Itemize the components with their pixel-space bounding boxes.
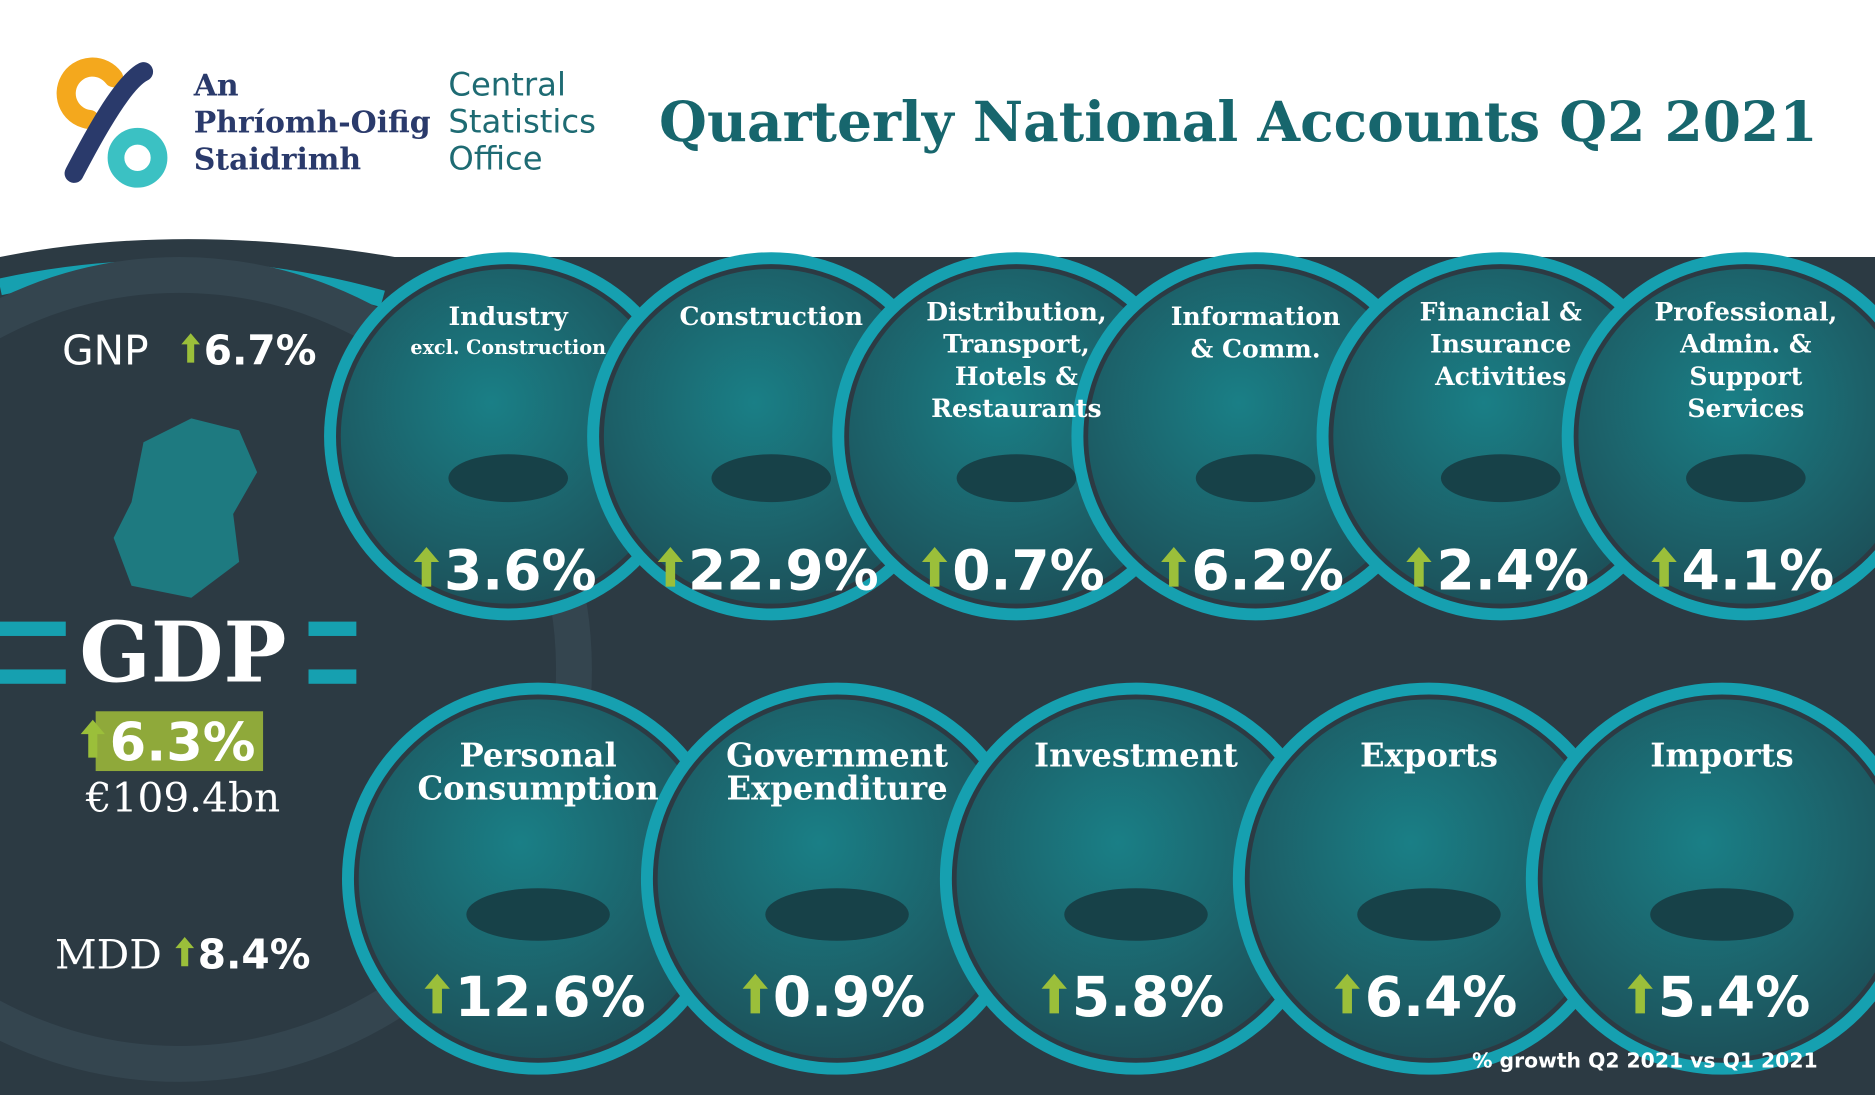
up-arrow [181, 333, 201, 363]
sector-name: Industry [449, 301, 570, 331]
circles [324, 252, 1875, 1075]
up-arrow [1334, 973, 1360, 1014]
icon-shadow [448, 454, 569, 503]
circle [1249, 699, 1609, 1058]
sector-name: Restaurants [931, 393, 1102, 423]
logo-text: Phríomh-Oifig [194, 106, 431, 141]
up-arrow [80, 719, 105, 758]
circle [1542, 699, 1875, 1058]
sector-name: & Comm. [1191, 333, 1321, 363]
up-arrow [657, 546, 684, 587]
sector-name: Distribution, [926, 296, 1106, 326]
growth-value: 2.4% [1437, 538, 1590, 602]
growth-value: 6.3% [110, 712, 256, 773]
gnp-label: GNP [62, 327, 148, 375]
sector-name: Transport, [943, 329, 1090, 359]
sector-name: Services [1687, 393, 1804, 423]
sector-name: Support [1689, 361, 1802, 391]
up-arrow [1651, 546, 1677, 587]
growth-value: 8.4% [198, 930, 311, 978]
up-arrow [424, 973, 450, 1014]
growth-value: 0.7% [952, 538, 1105, 602]
icon-shadow [466, 888, 610, 941]
expenditure-name: Personal [459, 736, 616, 774]
sector-name: Construction [680, 301, 864, 331]
circle [956, 699, 1316, 1058]
growth-value: 6.7% [204, 327, 317, 375]
growth-value: 6.4% [1365, 965, 1518, 1029]
growth-value: 3.6% [444, 538, 597, 602]
ireland-map [113, 418, 258, 598]
circle [358, 699, 718, 1058]
growth-value: 0.9% [773, 965, 926, 1029]
growth-value: 4.1% [1682, 538, 1835, 602]
gdp-highlight [95, 711, 264, 772]
growth-value: 22.9% [688, 538, 879, 602]
sector-name: Financial & [1420, 296, 1582, 326]
mdd-label: MDD [55, 930, 162, 978]
icon-shadow [1440, 454, 1561, 503]
up-arrow [742, 973, 768, 1014]
icon-shadow [765, 888, 909, 941]
expenditure-name: Imports [1650, 736, 1793, 774]
sector-subtitle: excl. Construction [410, 336, 606, 359]
title: Quarterly National Accounts Q2 2021 [659, 89, 1818, 154]
logo-text: Statistics [448, 103, 596, 141]
sector-name: Insurance [1430, 329, 1571, 359]
icon-shadow [711, 454, 832, 503]
gdp-label: GDP [79, 602, 286, 701]
growth-value: 5.8% [1072, 965, 1225, 1029]
gdp-connectors [0, 621, 357, 684]
up-arrow [1041, 973, 1067, 1014]
icon-shadow [1357, 888, 1501, 941]
up-arrow [921, 546, 948, 587]
expenditure-name: Exports [1360, 736, 1498, 774]
up-arrow [1161, 546, 1187, 587]
up-arrow [413, 546, 440, 587]
growth-value: 12.6% [455, 965, 646, 1029]
logo-text: Central [448, 66, 566, 104]
decor-ring [0, 257, 592, 1082]
up-arrow [1406, 546, 1432, 587]
logo-text: An [193, 69, 239, 104]
growth-value: 6.2% [1191, 538, 1344, 602]
icon-shadow [1650, 888, 1794, 941]
logo-mark [56, 57, 168, 188]
expenditure-name: Investment [1034, 736, 1238, 774]
icon-shadow [1195, 454, 1316, 503]
sector-name: Activities [1434, 361, 1566, 391]
expenditure-name: Government [726, 736, 948, 774]
up-arrow [1627, 973, 1653, 1014]
icon-shadow [1686, 454, 1806, 503]
expenditure-name: Expenditure [726, 770, 947, 808]
footnote: % growth Q2 2021 vs Q1 2021 [1472, 1049, 1817, 1073]
sector-name: Information [1171, 301, 1341, 331]
sector-name: Admin. & [1679, 329, 1812, 359]
circle [340, 268, 676, 604]
circle [1578, 269, 1875, 604]
up-arrow [175, 936, 195, 967]
icon-shadow [956, 454, 1077, 503]
expenditure-name: Consumption [418, 770, 659, 808]
icon-shadow [1064, 888, 1208, 941]
circle [657, 699, 1017, 1058]
sector-name: Hotels & [955, 361, 1078, 391]
logo-text: Office [448, 140, 542, 178]
gdp-amount: €109.4bn [85, 774, 280, 822]
sector-name: Professional, [1654, 296, 1837, 326]
logo-text: Staidrimh [194, 143, 362, 178]
growth-value: 5.4% [1658, 965, 1811, 1029]
